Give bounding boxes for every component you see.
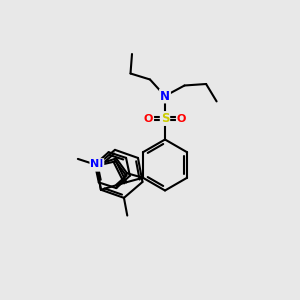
Text: N: N	[160, 89, 170, 103]
Text: N: N	[92, 161, 101, 171]
Text: N: N	[90, 160, 100, 170]
Text: O: O	[177, 113, 186, 124]
Text: N: N	[94, 159, 104, 169]
Text: O: O	[144, 113, 153, 124]
Text: S: S	[161, 112, 169, 125]
